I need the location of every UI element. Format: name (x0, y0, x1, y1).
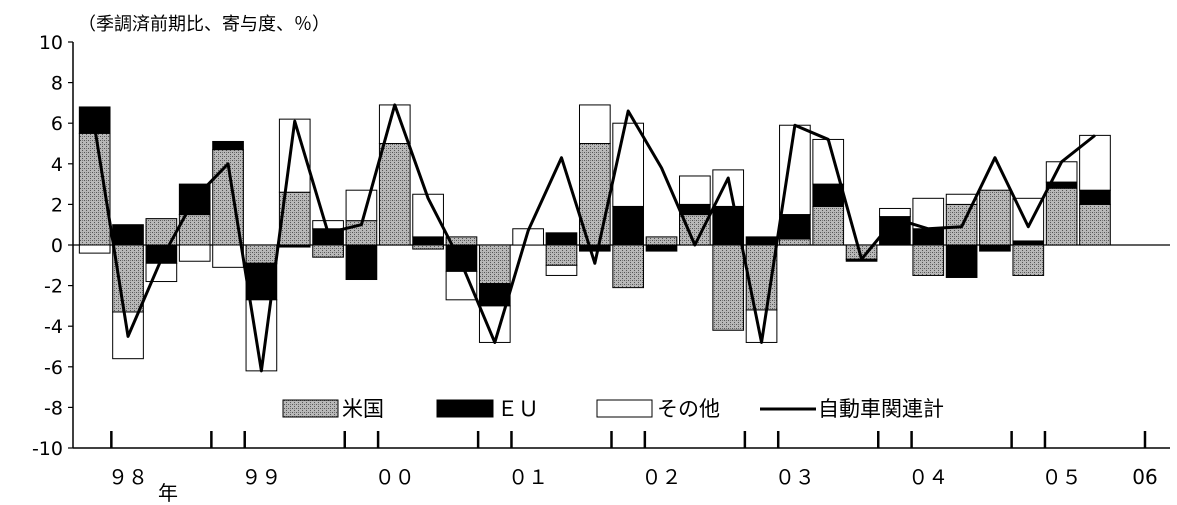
bar-other (78, 244, 111, 254)
legend-item-us: 米国 (282, 397, 384, 421)
bar-us (779, 238, 811, 246)
bar-other (145, 262, 178, 283)
legend-label-eu: ＥＵ (497, 397, 539, 421)
bar-us (1045, 187, 1078, 246)
x-tick-label: ９８ (108, 465, 148, 489)
bar-other (612, 122, 645, 207)
legend-swatch-other (596, 399, 653, 418)
x-tick-label: ０２ (642, 465, 682, 489)
legend-swatch-eu (436, 399, 494, 418)
bar-eu (679, 203, 711, 216)
legend-swatch-us (282, 399, 339, 418)
y-tick-label: 2 (51, 194, 63, 216)
y-tick-label: 0 (51, 235, 63, 257)
legend-label-other: その他 (657, 397, 720, 421)
x-tick-label: ０１ (508, 465, 548, 489)
bar-eu (979, 244, 1011, 252)
y-tick-label: -10 (32, 438, 63, 460)
bar-other (178, 244, 211, 262)
bar-us (545, 244, 578, 266)
x-tick-label: ９９ (241, 465, 281, 489)
x-axis-year-labels: ９８ 年 ９９ ００ ０１ ０２ ０３ ０４ ０５ 06 (108, 465, 1158, 505)
bar-other (679, 175, 711, 205)
bar-us (645, 236, 678, 246)
bar-us (378, 143, 411, 246)
legend-item-other: その他 (596, 397, 720, 421)
x-tick-label: 年 (158, 481, 178, 505)
y-tick-label: 4 (51, 154, 63, 176)
bar-eu (745, 236, 778, 246)
bar-us (612, 244, 645, 289)
x-tick-label: ０４ (908, 465, 948, 489)
line-total (93, 103, 1096, 373)
bar-eu (578, 244, 611, 252)
bar-us (979, 189, 1011, 246)
bar-other (212, 244, 244, 268)
bar-other (945, 193, 978, 205)
y-tick-label: -8 (44, 397, 63, 419)
legend-item-eu: ＥＵ (436, 397, 539, 421)
bar-other (345, 189, 378, 222)
bar-us (478, 244, 511, 285)
bar-other (879, 207, 911, 218)
bar-eu (112, 224, 144, 246)
bar-us (412, 244, 444, 250)
bar-eu (212, 140, 244, 151)
legend-label-us: 米国 (342, 397, 384, 421)
bar-eu (412, 236, 444, 246)
bar-other (545, 264, 578, 276)
bar-eu (779, 214, 811, 240)
y-tick-label: -4 (44, 316, 63, 338)
x-tick-label: ００ (375, 465, 415, 489)
bar-us (245, 244, 278, 264)
bar-eu (645, 244, 678, 252)
bars (78, 104, 1111, 372)
bar-eu (1079, 189, 1111, 205)
legend-label-total: 自動車関連計 (818, 397, 944, 421)
unit-label: （季調済前期比、寄与度、％） (78, 14, 330, 35)
y-tick-label: 10 (39, 32, 63, 54)
total-line (93, 103, 1096, 373)
bar-other (578, 104, 611, 144)
bar-eu (812, 183, 845, 207)
bar-eu (945, 244, 978, 278)
bar-eu (345, 244, 378, 281)
y-axis-ticks: 10 8 6 4 2 0 -2 -4 -6 -8 -10 (32, 32, 73, 460)
bar-us (312, 244, 344, 258)
bar-us (1012, 244, 1045, 276)
bar-us (812, 205, 845, 246)
x-tick-label: ０３ (775, 465, 815, 489)
y-tick-label: 6 (51, 113, 63, 135)
y-tick-label: -2 (44, 276, 63, 298)
y-tick-label: 8 (51, 73, 63, 95)
x-tick-label: 06 (1132, 465, 1157, 489)
bar-eu (1012, 240, 1045, 246)
bar-eu (612, 205, 645, 246)
bar-us (912, 244, 945, 276)
x-tick-label: ０５ (1042, 465, 1082, 489)
bar-other (912, 197, 945, 230)
bar-other (312, 220, 344, 230)
y-tick-label: -6 (44, 357, 63, 379)
bar-eu (278, 244, 311, 248)
bar-us (1079, 203, 1111, 246)
bar-us (712, 244, 745, 331)
bar-eu (545, 232, 578, 246)
legend: 米国 ＥＵ その他 自動車関連計 (282, 397, 944, 421)
bar-eu (445, 244, 478, 272)
legend-item-total: 自動車関連計 (760, 397, 944, 421)
bar-eu (912, 228, 945, 246)
x-axis-ticks (110, 431, 1147, 448)
